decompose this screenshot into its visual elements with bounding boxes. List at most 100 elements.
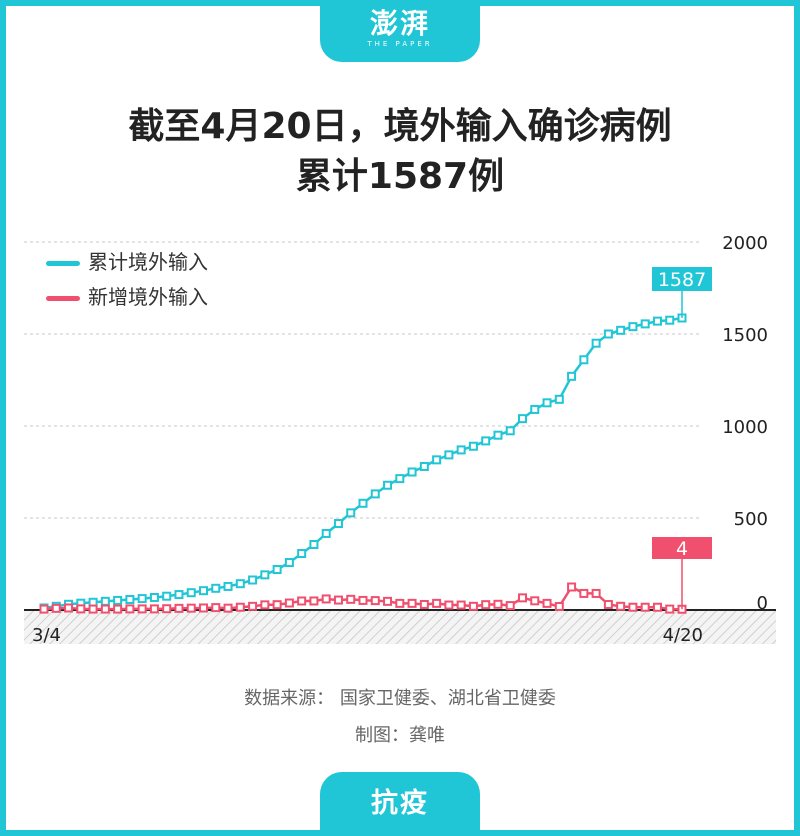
data-point <box>211 583 221 593</box>
end-labels: 1587 4 <box>652 267 712 610</box>
data-point <box>125 595 135 605</box>
data-point <box>174 590 184 600</box>
data-point <box>223 603 233 613</box>
data-point <box>149 604 159 614</box>
data-point <box>333 595 343 605</box>
data-point <box>333 519 343 529</box>
data-point <box>309 596 319 606</box>
data-point <box>518 593 527 603</box>
data-point <box>542 598 552 608</box>
data-point <box>76 604 86 614</box>
data-point <box>64 603 74 613</box>
data-point <box>211 603 221 613</box>
data-point <box>603 329 613 339</box>
data-point <box>284 598 294 608</box>
data-point <box>628 322 638 332</box>
x-tick-label-end: 4/20 <box>663 625 703 646</box>
data-point <box>407 467 417 477</box>
logo-subtext: THE PAPER <box>367 40 433 48</box>
data-point <box>309 539 319 549</box>
data-point <box>493 430 503 440</box>
footer-tab: 抗疫 <box>320 772 480 836</box>
data-point <box>260 600 270 610</box>
data-point <box>616 601 626 611</box>
y-axis-ticks: 0 500 1000 1500 2000 <box>722 233 768 614</box>
data-point <box>652 316 662 326</box>
data-point <box>665 315 675 325</box>
y-tick-label: 500 <box>734 509 768 530</box>
data-point <box>346 594 356 604</box>
end-label-box-new <box>652 537 712 559</box>
paper-logo: 澎湃 THE PAPER <box>320 0 480 62</box>
data-point <box>616 325 626 335</box>
data-point <box>579 355 589 365</box>
data-point <box>456 600 466 610</box>
legend-label-new: 新增境外输入 <box>88 285 208 309</box>
data-point <box>370 489 380 499</box>
data-point <box>358 595 368 605</box>
data-point <box>248 601 258 611</box>
data-point <box>370 596 380 606</box>
data-point <box>518 414 527 424</box>
gridlines <box>24 241 700 519</box>
data-point <box>468 441 478 451</box>
data-point <box>149 592 159 602</box>
x-axis-band <box>24 610 776 644</box>
data-point <box>297 596 307 606</box>
data-point <box>640 319 650 329</box>
data-point <box>407 598 417 608</box>
data-point <box>199 586 208 596</box>
data-point <box>297 549 307 559</box>
legend-swatch-new <box>46 296 80 301</box>
data-point <box>432 455 442 465</box>
data-point <box>223 581 233 591</box>
end-label-cumulative: 1587 <box>658 269 706 291</box>
y-tick-label: 1500 <box>722 325 768 346</box>
data-point <box>444 450 454 460</box>
data-point <box>137 594 147 604</box>
data-point <box>432 598 442 608</box>
data-point <box>39 604 49 614</box>
data-point <box>186 603 196 613</box>
data-point <box>628 602 638 612</box>
legend-swatch-cumulative <box>46 261 80 266</box>
data-point <box>542 398 552 408</box>
data-point <box>235 602 245 612</box>
data-point <box>505 601 515 611</box>
data-point <box>419 599 429 609</box>
logo-text: 澎湃 <box>369 7 430 40</box>
data-point <box>530 404 540 414</box>
data-point <box>260 570 270 580</box>
data-point <box>444 600 454 610</box>
data-point <box>383 480 393 490</box>
data-point <box>235 579 245 589</box>
data-point <box>591 588 601 598</box>
data-point <box>481 436 491 446</box>
data-point <box>162 604 172 614</box>
data-point <box>554 394 564 404</box>
data-point <box>567 371 577 381</box>
data-point <box>346 508 356 518</box>
data-point <box>284 558 294 568</box>
data-point <box>383 596 393 606</box>
data-point <box>603 599 613 609</box>
data-point <box>530 596 540 606</box>
data-point <box>567 582 577 592</box>
data-point <box>493 599 503 609</box>
data-point <box>125 604 135 614</box>
credit-line: 制图：龚唯 <box>355 725 445 746</box>
end-label-new: 4 <box>676 538 688 560</box>
y-tick-label: 1000 <box>722 417 768 438</box>
data-point <box>186 588 196 598</box>
data-point <box>100 596 110 606</box>
data-point <box>419 461 429 471</box>
data-point <box>113 595 123 605</box>
data-point <box>358 498 368 508</box>
data-point <box>199 603 208 613</box>
data-point <box>591 338 601 348</box>
data-point <box>321 594 331 604</box>
data-point <box>579 588 589 598</box>
y-tick-label: 0 <box>757 593 768 614</box>
legend-item-cumulative: 累计境外输入 <box>46 250 208 274</box>
